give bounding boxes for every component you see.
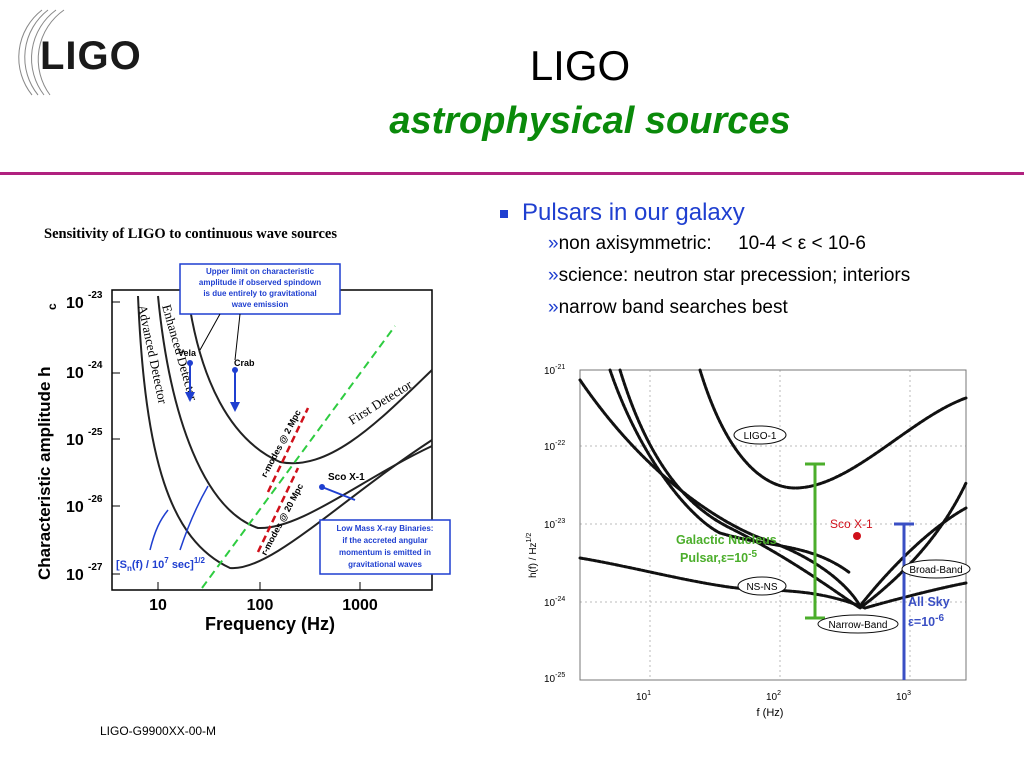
svg-text:All Sky: All Sky (908, 595, 950, 609)
left-ytick-5-exp: -27 (88, 562, 103, 573)
svg-text:10-25: 10-25 (544, 672, 565, 685)
svg-text:Galactic Nucleus: Galactic Nucleus (676, 533, 777, 547)
left-xtick-2: 100 (247, 597, 274, 614)
crab-label: Crab (234, 358, 255, 368)
left-ytick-2: 10 (66, 365, 84, 382)
svg-text:is due entirely to gravitation: is due entirely to gravitational (203, 289, 316, 298)
svg-text:Low Mass X-ray Binaries:: Low Mass X-ray Binaries: (337, 524, 434, 533)
ligo1-label: LIGO-1 (744, 431, 777, 442)
bullet-sub-2: »science: neutron star precession; inter… (548, 265, 911, 286)
svg-text:Upper limit on characteristic: Upper limit on characteristic (206, 267, 315, 276)
nsns-curve (618, 368, 968, 610)
svg-text:10-21: 10-21 (544, 364, 565, 377)
narrowband-curve (578, 556, 968, 610)
svg-text:10-24: 10-24 (544, 596, 565, 609)
bullet-main: Pulsars in our galaxy (500, 198, 1010, 228)
rmode-20mpc-line (256, 467, 300, 553)
left-ytick-4: 10 (66, 499, 84, 516)
svg-text:ε=10-6: ε=10-6 (908, 613, 944, 629)
left-ytick-1: 10 (66, 295, 84, 312)
left-ylabel-sub: c (45, 303, 59, 310)
right-sensitivity-chart: 10-21 10-22 10-23 10-24 10-25 101 102 10… (526, 364, 971, 719)
svg-text:[Sn(f) / 107 sec]1/2: [Sn(f) / 107 sec]1/2 (116, 556, 206, 573)
advanced-detector-curve (137, 295, 433, 570)
slide-title: LIGO (529, 42, 631, 89)
header-rule (0, 172, 1024, 175)
svg-text:wave emission: wave emission (231, 300, 289, 309)
sn-dashed-line (201, 325, 396, 589)
bullet-sub-3: »narrow band searches best (548, 297, 788, 318)
document-id: LIGO-G9900XX-00-M (100, 724, 217, 738)
svg-text:momentum is emitted in: momentum is emitted in (339, 548, 431, 557)
left-ytick-1-exp: -23 (88, 290, 103, 301)
left-ylabel: Characteristic amplitude h (35, 366, 54, 580)
svg-text:10-23: 10-23 (544, 518, 565, 531)
right-xlabel: f (Hz) (757, 707, 784, 719)
ligo1-curve (698, 368, 968, 490)
galactic-curve (608, 368, 852, 575)
bullet-list: Pulsars in our galaxy »non axisymmetric:… (500, 198, 1010, 324)
left-ytick-4-exp: -26 (88, 494, 103, 505)
left-ytick-2-exp: -24 (88, 360, 103, 371)
sco-dot (853, 532, 861, 540)
first-detector-curve (187, 295, 433, 465)
left-ytick-3: 10 (66, 432, 84, 449)
svg-text:Pulsar,ε=10-5: Pulsar,ε=10-5 (680, 549, 757, 565)
upper-limit-box (179, 263, 341, 315)
lmxb-box (319, 519, 451, 575)
right-sco-label: Sco X-1 (830, 517, 873, 531)
svg-text:103: 103 (896, 690, 911, 703)
rmode-2mpc-label: r-modes @ 2 Mpc (259, 408, 303, 479)
svg-text:101: 101 (636, 690, 651, 703)
svg-text:102: 102 (766, 690, 781, 703)
svg-text:if the accreted angular: if the accreted angular (342, 536, 427, 545)
left-chart-title: Sensitivity of LIGO to continuous wave s… (44, 226, 337, 242)
svg-text:amplitude if observed spindown: amplitude if observed spindown (199, 278, 321, 287)
nsns-label: NS-NS (746, 582, 777, 593)
svg-text:gravitational waves: gravitational waves (348, 560, 422, 569)
slide-subtitle: astrophysical sources (389, 100, 791, 142)
left-sensitivity-chart: Sensitivity of LIGO to continuous wave s… (35, 226, 451, 634)
left-xlabel: Frequency (Hz) (205, 614, 335, 634)
left-xtick-1: 10 (149, 597, 167, 614)
bullet-sub-1: »non axisymmetric: 10-4 < ε < 10-6 (548, 233, 866, 254)
left-ytick-3-exp: -25 (88, 427, 103, 438)
left-xtick-3: 1000 (342, 597, 378, 614)
narrowband-label: Narrow-Band (829, 620, 888, 631)
svg-text:10-22: 10-22 (544, 440, 565, 453)
broadband-label: Broad-Band (909, 565, 962, 576)
right-ylabel: h(f) / Hz (528, 542, 539, 578)
sco-label: Sco X-1 (328, 472, 365, 483)
logo-arc-icon (18, 9, 65, 96)
logo-text: LIGO (40, 34, 142, 78)
left-ytick-5: 10 (66, 567, 84, 584)
enhanced-detector-curve (157, 295, 433, 530)
svg-text:h(f) / Hz1/2: h(f) / Hz1/2 (526, 533, 539, 578)
vela-label: Vela (178, 348, 197, 358)
square-bullet-icon (500, 209, 508, 218)
rmode-2mpc-line (266, 407, 310, 493)
first-detector-label: First Detector (346, 376, 415, 427)
